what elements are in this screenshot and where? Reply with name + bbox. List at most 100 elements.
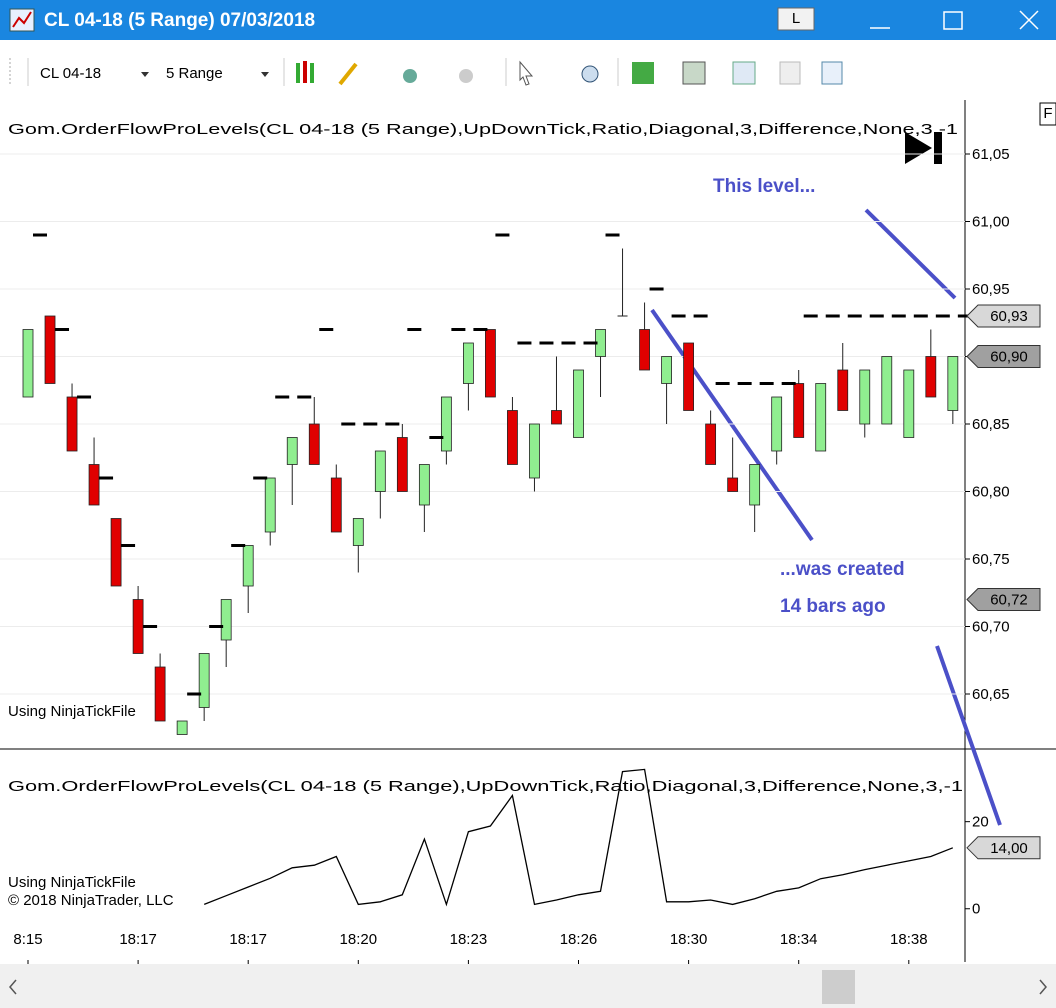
candle-body (749, 464, 761, 506)
annotation-arrow (935, 645, 1002, 826)
icon-bars (310, 63, 314, 83)
corner-label: F (1043, 105, 1052, 122)
icon-pencil[interactable] (338, 62, 358, 86)
annotation: 14 bars ago (780, 596, 886, 617)
y-tick-label: 0 (972, 901, 980, 918)
annotation: This level... (713, 176, 815, 197)
scrollbar[interactable] (0, 964, 1056, 1008)
x-tick-label: 18:17 (119, 931, 157, 948)
icon-properties[interactable] (632, 62, 654, 84)
candle-body (440, 396, 452, 452)
watermark: Using NinjaTickFile (8, 703, 136, 720)
corner-box[interactable] (1039, 102, 1056, 126)
icon-data-series[interactable] (682, 61, 706, 85)
period-selector[interactable]: 5 Range (166, 65, 223, 82)
candle-body (925, 356, 937, 398)
scroll-left[interactable] (9, 979, 17, 995)
play-icon-bar (934, 132, 942, 164)
price-marker-label: 60,90 (990, 348, 1028, 365)
icon-chart-style[interactable] (732, 61, 756, 85)
link-button-label: L (792, 10, 800, 27)
dropdown-arrow (141, 72, 149, 77)
x-tick-label: 18:23 (450, 931, 488, 948)
candle-body (903, 369, 915, 438)
candle-body (683, 342, 694, 411)
y-tick-label: 60,65 (972, 686, 1010, 703)
price-marker (966, 836, 1041, 860)
annotation-arrow (650, 308, 814, 542)
candle-body (330, 477, 342, 533)
y-tick-label: 60,80 (972, 483, 1010, 500)
x-tick-label: 18:34 (780, 931, 818, 948)
price-marker (966, 345, 1041, 368)
icon-zoom[interactable] (581, 65, 599, 83)
dropdown-arrow (261, 72, 269, 77)
icon-strategy[interactable] (459, 69, 473, 83)
candle-body (396, 437, 408, 492)
candle-body (837, 369, 849, 411)
indicator-label: Gom.OrderFlowProLevels(CL 04-18 (5 Range… (8, 778, 963, 795)
candle-body (771, 396, 783, 452)
icon-bars[interactable] (296, 63, 300, 83)
candle-body (176, 720, 188, 735)
candle-body (352, 518, 364, 546)
candle-body (485, 329, 496, 398)
candle-body (727, 477, 739, 492)
app-icon-glyph (12, 11, 32, 28)
candle-body (220, 599, 232, 641)
watermark: Using NinjaTickFile (8, 874, 136, 891)
close-button[interactable] (1019, 10, 1039, 30)
y-tick-label: 60,75 (972, 551, 1010, 568)
icon-bars (303, 61, 307, 83)
x-tick-label: 18:20 (340, 931, 378, 948)
y-tick-label: 61,00 (972, 213, 1010, 230)
candle-body (507, 410, 518, 465)
candle-body (639, 329, 650, 371)
candle-body (198, 653, 210, 708)
candle-body (705, 423, 717, 465)
candle-body (308, 423, 320, 465)
candle-body (551, 410, 562, 425)
icon-pointer[interactable] (519, 60, 534, 86)
candle-body (88, 464, 100, 506)
y-tick-label: 60,95 (972, 281, 1010, 298)
scroll-thumb[interactable] (822, 970, 855, 1004)
candle-body (661, 356, 672, 384)
x-tick-label: 18:38 (890, 931, 928, 948)
indicator-label: Gom.OrderFlowProLevels(CL 04-18 (5 Range… (8, 121, 958, 138)
annotation: ...was created (780, 559, 905, 580)
x-tick-label: 18:30 (670, 931, 708, 948)
copyright: © 2018 NinjaTrader, LLC (8, 892, 174, 909)
x-tick-label: 18:26 (560, 931, 598, 948)
candle-body (44, 315, 56, 384)
candle-body (573, 369, 584, 438)
icon-market[interactable] (779, 61, 801, 85)
candle-body (154, 666, 166, 722)
link-button[interactable] (777, 7, 815, 31)
icon-templates[interactable] (821, 61, 843, 85)
play-icon[interactable] (905, 132, 932, 164)
price-marker (966, 304, 1041, 328)
candle-body (286, 437, 298, 465)
maximize-button[interactable] (943, 11, 963, 30)
candle-body (462, 342, 474, 384)
candle-body (815, 383, 827, 452)
y-tick-label: 60,70 (972, 618, 1010, 635)
price-marker (966, 588, 1041, 611)
candle-body (374, 450, 386, 492)
candle-body (859, 369, 871, 425)
candle-body (264, 477, 276, 533)
candle-body (132, 599, 144, 654)
candle-body (947, 356, 959, 411)
window-title: CL 04-18 (5 Range) 07/03/2018 (44, 10, 315, 31)
candle-body (529, 423, 540, 479)
icon-indicator[interactable] (403, 69, 417, 83)
scroll-right[interactable] (1039, 979, 1047, 995)
candle-body (22, 329, 34, 398)
x-tick-label: 18:17 (229, 931, 267, 948)
instrument-selector[interactable]: CL 04-18 (40, 65, 101, 82)
price-marker-label: 14,00 (990, 840, 1028, 857)
title-bar (0, 0, 1056, 40)
candle-body (110, 518, 122, 587)
